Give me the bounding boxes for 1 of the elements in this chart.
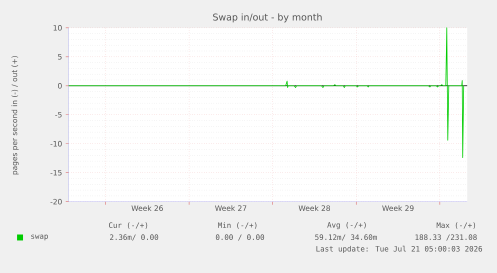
chart-title: Swap in/out - by month — [213, 13, 322, 22]
